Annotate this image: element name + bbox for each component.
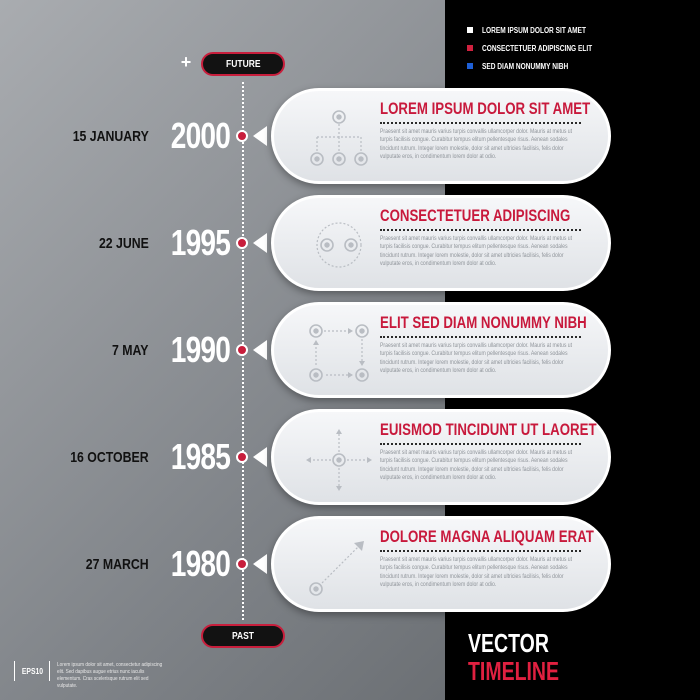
event-day: 15 JANUARY — [72, 127, 149, 145]
timeline-event: 15 JANUARY 2000 LOREM IPSUM DOLOR SIT AM… — [0, 88, 700, 184]
card-pointer — [253, 340, 267, 360]
timeline-event: 22 JUNE 1995 CONSECTETUER ADIPISCING Pra… — [0, 195, 700, 291]
legend-item: SED DIAM NONUMMY NIBH — [467, 58, 616, 74]
event-title: LOREM IPSUM DOLOR SIT AMET — [380, 99, 591, 118]
event-title: ELIT SED DIAM NONUMMY NIBH — [380, 313, 587, 332]
heading-line2: TIMELINE — [468, 656, 560, 686]
event-title: DOLORE MAGNA ALIQUAM ERAT — [380, 527, 594, 546]
event-description: Praesent sit amet mauris varius turpis c… — [380, 342, 573, 375]
legend-label: CONSECTETUER ADIPISCING ELIT — [482, 43, 593, 53]
legend: LOREM IPSUM DOLOR SIT AMET CONSECTETUER … — [467, 22, 616, 76]
event-year: 1980 — [170, 543, 231, 584]
title-divider — [380, 122, 581, 124]
event-card: ELIT SED DIAM NONUMMY NIBH Praesent sit … — [271, 302, 611, 398]
cycle-icon — [304, 212, 374, 278]
card-pointer — [253, 447, 267, 467]
eps-label: EPS10 — [21, 666, 43, 676]
event-day: 7 MAY — [112, 341, 149, 359]
legend-label: SED DIAM NONUMMY NIBH — [482, 61, 569, 71]
timeline-node — [236, 558, 248, 570]
event-year: 2000 — [170, 115, 231, 156]
process-flow-icon — [304, 319, 374, 385]
event-description: Praesent sit amet mauris varius turpis c… — [380, 449, 573, 482]
card-pointer — [253, 554, 267, 574]
event-year: 1985 — [170, 436, 231, 477]
event-title: EUISMOD TINCIDUNT UT LAORET — [380, 420, 597, 439]
legend-swatch-blue — [467, 63, 473, 69]
legend-swatch-white — [467, 27, 473, 33]
footer-text: Lorem ipsum dolor sit amet, consectetur … — [57, 662, 163, 689]
timeline-node — [236, 344, 248, 356]
legend-swatch-red — [467, 45, 473, 51]
event-day: 27 MARCH — [86, 555, 149, 573]
event-card: CONSECTETUER ADIPISCING Praesent sit ame… — [271, 195, 611, 291]
title-divider — [380, 336, 581, 338]
timeline-event: 27 MARCH 1980 DOLORE MAGNA ALIQUAM ERAT … — [0, 516, 700, 612]
event-card: LOREM IPSUM DOLOR SIT AMET Praesent sit … — [271, 88, 611, 184]
timeline-node — [236, 451, 248, 463]
past-label: PAST — [201, 624, 285, 648]
event-day: 22 JUNE — [98, 234, 149, 252]
radial-arrows-icon — [304, 426, 374, 492]
event-date: 15 JANUARY 2000 — [56, 88, 231, 184]
event-card: DOLORE MAGNA ALIQUAM ERAT Praesent sit a… — [271, 516, 611, 612]
event-card: EUISMOD TINCIDUNT UT LAORET Praesent sit… — [271, 409, 611, 505]
timeline-event: 16 OCTOBER 1985 EUISMOD TINCIDUNT UT LAO… — [0, 409, 700, 505]
card-pointer — [253, 126, 267, 146]
future-label: FUTURE — [201, 52, 285, 76]
event-date: 16 OCTOBER 1985 — [53, 409, 231, 505]
plus-icon: + — [180, 52, 192, 72]
event-date: 27 MARCH 1980 — [72, 516, 231, 612]
diagonal-arrow-icon — [304, 533, 374, 599]
title-divider — [380, 229, 581, 231]
event-description: Praesent sit amet mauris varius turpis c… — [380, 556, 573, 589]
timeline-node — [236, 237, 248, 249]
legend-label: LOREM IPSUM DOLOR SIT AMET — [482, 25, 586, 35]
event-title: CONSECTETUER ADIPISCING — [380, 206, 571, 225]
legend-item: CONSECTETUER ADIPISCING ELIT — [467, 40, 616, 56]
event-year: 1995 — [170, 222, 231, 263]
timeline-node — [236, 130, 248, 142]
event-day: 16 OCTOBER — [70, 448, 149, 466]
event-date: 22 JUNE 1995 — [88, 195, 231, 291]
title-divider — [380, 443, 581, 445]
heading-line1: VECTOR — [468, 628, 549, 658]
eps-badge: EPS10 — [14, 661, 50, 681]
timeline-event: 7 MAY 1990 ELIT SED DIAM NONUMMY NIBH Pr… — [0, 302, 700, 398]
event-date: 7 MAY 1990 — [104, 302, 230, 398]
card-pointer — [253, 233, 267, 253]
event-description: Praesent sit amet mauris varius turpis c… — [380, 128, 573, 161]
title-divider — [380, 550, 581, 552]
event-description: Praesent sit amet mauris varius turpis c… — [380, 235, 573, 268]
hierarchy-icon — [304, 105, 374, 171]
event-year: 1990 — [170, 329, 231, 370]
legend-item: LOREM IPSUM DOLOR SIT AMET — [467, 22, 616, 38]
